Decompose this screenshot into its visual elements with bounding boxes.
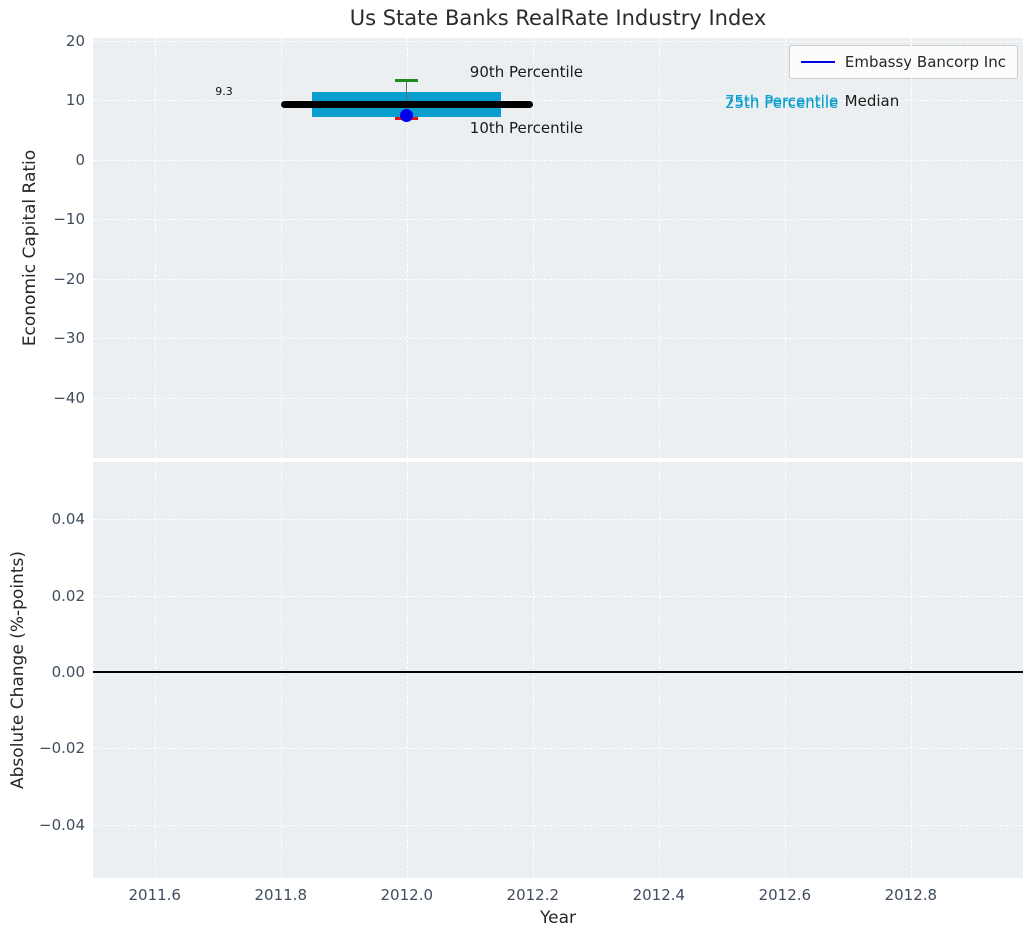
y-axis-label-top: Economic Capital Ratio [20, 149, 40, 347]
annotation: 9.3 [215, 84, 233, 98]
y-gridline [93, 278, 1023, 280]
y-tick-label: 20 [65, 31, 85, 50]
y-gridline [93, 100, 1023, 102]
y-tick-label: −0.02 [39, 739, 85, 758]
y-tick-label: 0 [75, 150, 85, 169]
legend-line-sample [800, 61, 835, 63]
x-gridline [658, 462, 660, 878]
legend-series-label: Embassy Bancorp Inc [844, 53, 1006, 71]
annotation: Median [844, 91, 900, 110]
y-tick-label: 0.02 [51, 586, 85, 605]
annotation: 90th Percentile [469, 62, 584, 81]
annotation: 10th Percentile [469, 118, 584, 137]
chart-title: Us State Banks RealRate Industry Index [349, 6, 767, 30]
y-gridline [93, 338, 1023, 340]
x-gridline [406, 38, 408, 458]
zero-line [93, 670, 1023, 673]
y-tick-label: 10 [65, 91, 85, 110]
x-tick-label: 2011.6 [128, 886, 181, 904]
y-tick-label: 0.04 [51, 510, 85, 529]
x-gridline [154, 462, 156, 878]
y-gridline [93, 40, 1023, 42]
x-tick-label: 2012.8 [884, 886, 938, 904]
x-gridline [154, 38, 156, 458]
company-point [400, 109, 414, 123]
x-gridline [280, 38, 282, 458]
p90-cap [395, 79, 419, 83]
x-gridline [280, 462, 282, 878]
x-gridline [658, 38, 660, 458]
x-tick-label: 2011.8 [254, 886, 308, 904]
whisker-line [406, 80, 408, 116]
annotation: 75th Percentile [724, 91, 839, 110]
annotation: 25th Percentile [724, 94, 839, 113]
bottom-plot-area [93, 462, 1023, 878]
y-gridline [93, 595, 1023, 597]
x-tick-label: 2012.6 [758, 886, 812, 904]
median-line [280, 101, 533, 109]
x-axis-label: Year [540, 908, 576, 928]
x-gridline [532, 38, 534, 458]
x-gridline [532, 462, 534, 878]
y-gridline [93, 519, 1023, 521]
legend: Embassy Bancorp Inc [788, 45, 1018, 79]
x-gridline [784, 462, 786, 878]
y-gridline [93, 397, 1023, 399]
x-gridline [910, 462, 912, 878]
y-tick-label: 0.00 [51, 662, 85, 681]
y-gridline [93, 824, 1023, 826]
y-tick-label: −40 [53, 388, 85, 407]
y-gridline [93, 219, 1023, 221]
x-tick-label: 2012.2 [506, 886, 560, 904]
x-gridline [406, 462, 408, 878]
y-gridline [93, 748, 1023, 750]
x-gridline [784, 38, 786, 458]
y-tick-label: −30 [53, 329, 85, 348]
top-plot-area: Embassy Bancorp Inc 9.3 90th Percentile 10… [93, 38, 1023, 458]
y-tick-label: −0.04 [39, 815, 85, 834]
y-tick-label: −20 [53, 269, 85, 288]
y-tick-label: −10 [53, 210, 85, 229]
x-tick-label: 2012.4 [632, 886, 686, 904]
x-gridline [910, 38, 912, 458]
y-gridline [93, 159, 1023, 161]
x-tick-label: 2012.0 [380, 886, 434, 904]
